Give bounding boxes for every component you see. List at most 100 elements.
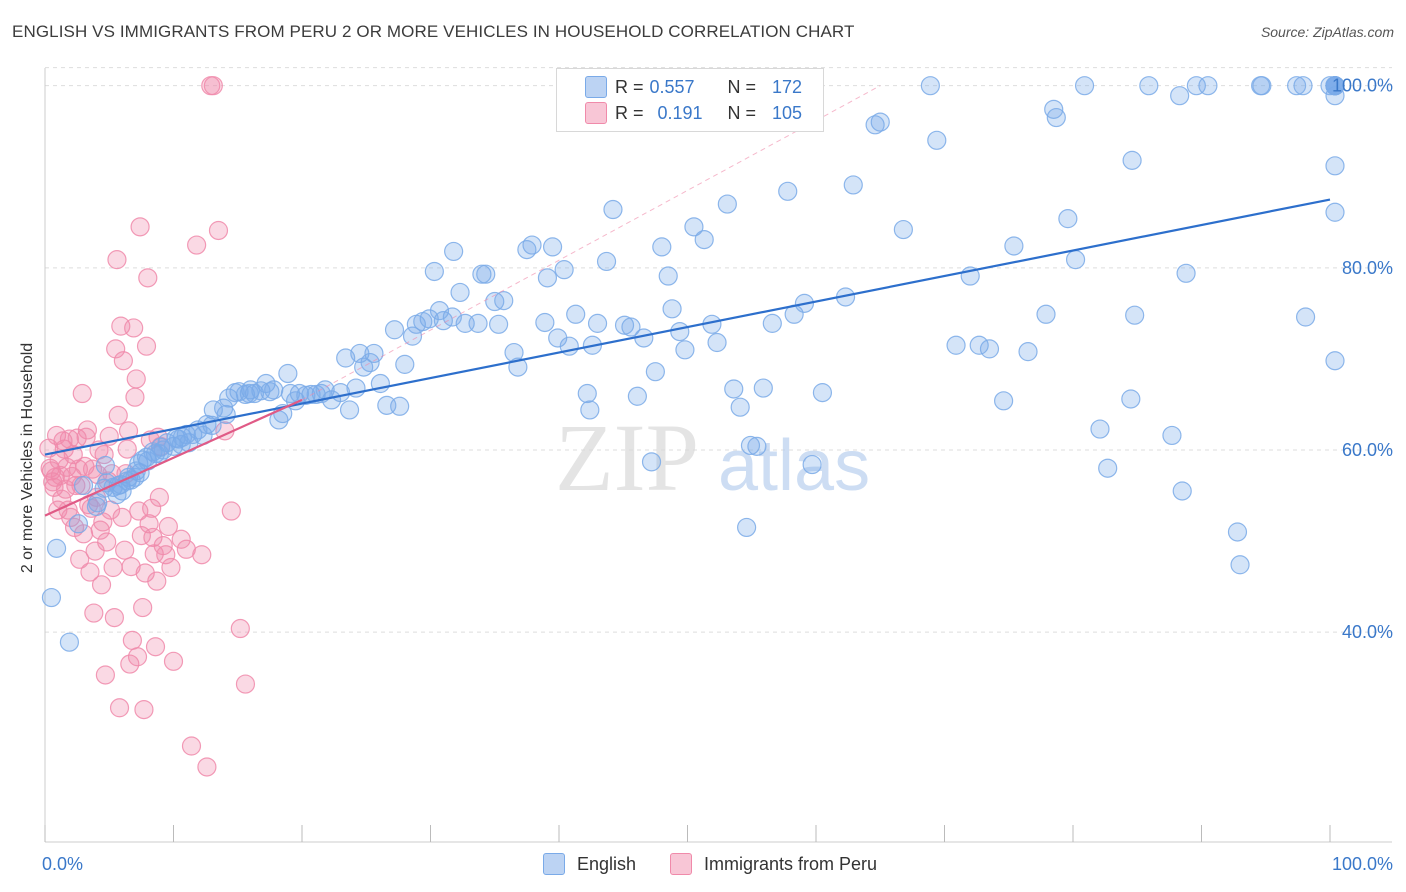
peru-legend-swatch (670, 853, 692, 875)
english-point (450, 282, 470, 303)
english-point (554, 260, 574, 280)
english-point (1227, 522, 1248, 542)
english-trend-line (44, 198, 1331, 456)
legend-row-english: R = 0.557 N = 172 (585, 75, 802, 99)
peru-point (187, 235, 207, 255)
english-point (41, 587, 62, 608)
legend-item-english[interactable]: English (543, 852, 636, 876)
english-point (802, 454, 822, 475)
x-tick-label: 0.0% (42, 854, 83, 874)
peru-trend-line (44, 398, 303, 517)
english-point (489, 314, 509, 334)
english-point (476, 264, 496, 284)
peru-point (72, 383, 92, 404)
peru-point (91, 575, 112, 595)
english-point (535, 312, 555, 333)
english-point (402, 326, 423, 346)
peru-point (117, 439, 137, 459)
peru-point (138, 268, 158, 288)
y-tick-label: 80.0% (1342, 258, 1393, 278)
english-point (1036, 304, 1056, 324)
english-point (645, 362, 665, 382)
english-point (278, 363, 298, 384)
peru-point (126, 369, 146, 389)
english-points (41, 76, 1345, 652)
legend-r-label: R = (615, 102, 644, 123)
english-point (301, 384, 321, 405)
legend-n-label: N = (727, 102, 757, 123)
watermark-zip: ZIP (555, 404, 699, 511)
chart-title: ENGLISH VS IMMIGRANTS FROM PERU 2 OR MOR… (12, 22, 855, 41)
english-point (707, 332, 727, 353)
peru-point (142, 498, 162, 518)
peru-point (120, 654, 140, 674)
english-point (717, 194, 737, 214)
english-point (762, 313, 782, 333)
peru-point (145, 637, 166, 657)
peru-point (77, 420, 98, 440)
english-point (614, 315, 635, 335)
peru-point (122, 630, 142, 650)
peru-point (115, 540, 135, 560)
english-point (542, 237, 563, 257)
english-point (1286, 76, 1307, 96)
english-point (658, 266, 678, 286)
peru-point (197, 757, 217, 777)
legend-row-peru: R = 0.191 N = 105 (585, 101, 802, 125)
peru-point (108, 405, 128, 425)
peru-point (235, 674, 256, 694)
english-point (946, 335, 966, 355)
english-point (865, 115, 885, 135)
peru-trend-extension (301, 85, 881, 401)
english-point (390, 396, 410, 416)
english-swatch (585, 76, 607, 98)
trend-lines (44, 85, 1331, 517)
english-point (1139, 76, 1159, 96)
peru-swatch (585, 102, 607, 124)
peru-point (163, 651, 184, 671)
english-point (1074, 76, 1095, 96)
y-tick-label: 100.0% (1332, 76, 1393, 96)
english-point (1122, 150, 1142, 170)
peru-point (134, 699, 154, 720)
english-point (1090, 419, 1110, 439)
peru-point (103, 557, 123, 578)
english-point (675, 340, 695, 360)
english-point (1172, 481, 1192, 501)
english-point (95, 455, 115, 476)
peru-point (147, 571, 167, 591)
english-point (1186, 76, 1206, 96)
english-point (662, 299, 682, 319)
english-point (1018, 342, 1038, 362)
peru-point (106, 339, 126, 359)
peru-point (118, 421, 139, 441)
english-point (1252, 76, 1272, 96)
english-point (537, 268, 558, 288)
y-tick-label: 60.0% (1342, 440, 1393, 460)
legend-n-label: N = (727, 76, 757, 97)
english-point (1121, 389, 1141, 409)
english-point (870, 112, 890, 132)
peru-point (230, 618, 250, 639)
peru-point (130, 217, 150, 237)
peru-point (84, 603, 104, 623)
english-point (737, 517, 757, 538)
legend-item-peru[interactable]: Immigrants from Peru (670, 852, 877, 876)
english-point (339, 400, 360, 420)
english-point (1320, 76, 1340, 96)
english-point (1058, 209, 1078, 229)
watermark-atlas: atlas (718, 426, 870, 506)
english-point (778, 181, 798, 201)
english-point (577, 383, 597, 404)
english-point (566, 304, 586, 324)
english-point (994, 391, 1014, 411)
english-point (724, 379, 744, 399)
english-point (1230, 555, 1250, 575)
x-tick-label: 100.0% (1332, 854, 1393, 874)
english-legend-label: English (577, 853, 637, 874)
english-point (843, 175, 863, 195)
peru-point (59, 429, 80, 449)
peru-point (112, 507, 132, 528)
peru-point (208, 220, 229, 241)
english-point (364, 343, 384, 364)
